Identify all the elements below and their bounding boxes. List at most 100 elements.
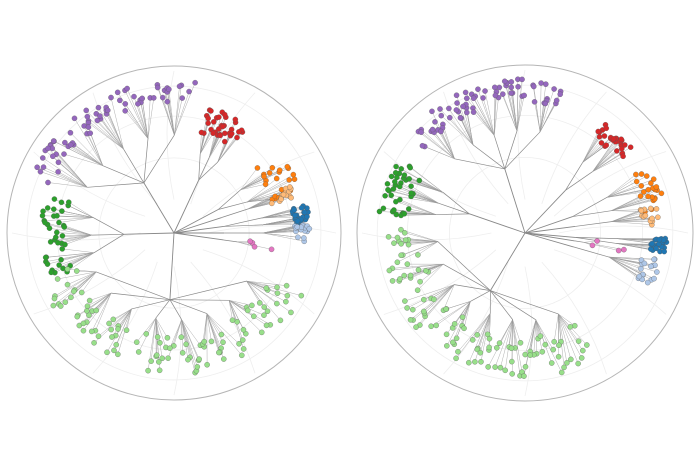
tree-edge (592, 139, 622, 172)
tree-edge (167, 91, 175, 136)
leaf-node (492, 92, 499, 99)
tree-edge (98, 308, 132, 337)
leaf-node (240, 337, 246, 343)
tree-edge (431, 131, 455, 159)
leaf-node (148, 358, 154, 364)
leaf-node (642, 212, 649, 219)
leaf-node (402, 298, 408, 304)
leaf-node (651, 256, 657, 263)
tree-edge (487, 313, 491, 335)
tree-edge (174, 98, 183, 136)
leaf-node (415, 252, 421, 258)
tree-edge (206, 313, 222, 335)
tree-edge (155, 317, 168, 338)
leaf-node (388, 173, 395, 180)
tree-branch (504, 131, 541, 170)
leaf-node (286, 177, 292, 183)
tree-edge (404, 284, 455, 302)
tree-edge (89, 292, 112, 301)
leaf-node (154, 334, 161, 340)
tree-edge (228, 300, 262, 333)
tree-edge (582, 131, 599, 163)
leaf-node (45, 145, 51, 152)
tree-edge (504, 81, 518, 132)
leaf-node (610, 136, 617, 142)
grid-arc (558, 225, 689, 234)
tree-edge (47, 182, 88, 188)
leaf-node (244, 307, 251, 314)
tree-branch (438, 202, 470, 215)
grid-arc (33, 249, 146, 315)
leaf-node (115, 326, 121, 332)
tree-branch (470, 290, 491, 302)
tree-edge (45, 252, 95, 262)
tree-edge (107, 110, 124, 150)
grid-arc (541, 91, 607, 205)
leaf-node (284, 163, 291, 170)
leaf-node (454, 100, 460, 106)
leaf-node (551, 86, 557, 92)
leaf-node (398, 166, 405, 172)
tree-edge (441, 115, 474, 145)
tree-edge (452, 301, 471, 343)
grid-arc (173, 266, 182, 396)
leaf-node (95, 104, 102, 111)
tree-edge (539, 84, 547, 132)
tree-branch (123, 232, 175, 235)
leaf-node (256, 300, 263, 306)
leaf-node (261, 173, 267, 180)
tree-edge (70, 132, 103, 166)
leaf-node (386, 267, 393, 274)
tree-edge (582, 135, 605, 163)
tree-edge (442, 127, 455, 159)
leaf-node (84, 308, 90, 314)
leaf-node (393, 163, 399, 170)
grid-arc (166, 70, 175, 200)
tree-edge (592, 156, 624, 172)
leaf-node (84, 303, 91, 309)
tree-edge (608, 256, 655, 260)
tree-edge (119, 100, 149, 139)
tree-edge (421, 132, 455, 159)
tree-edge (47, 224, 92, 236)
tree-edge (63, 225, 92, 236)
tree-edge (431, 301, 471, 327)
tree-edge (49, 228, 92, 236)
tree-edge (397, 241, 438, 263)
tree-edge (525, 319, 537, 355)
tree-branch (469, 213, 526, 234)
tree-edge (56, 232, 92, 236)
edges (37, 82, 310, 373)
leaf-node (398, 226, 404, 233)
leaf-node (509, 358, 515, 365)
leaf-node (294, 224, 301, 230)
tree-edge (474, 313, 491, 362)
leaf-node (276, 167, 283, 173)
tree-edge (173, 319, 182, 346)
leaf-node (393, 211, 400, 218)
leaf-node (429, 108, 435, 115)
leaf-node (228, 130, 235, 137)
leaf-node (470, 109, 477, 115)
leaf-node (451, 321, 458, 327)
leaf-node (595, 128, 601, 135)
leaf-node (58, 199, 65, 206)
leaf-node (522, 351, 528, 358)
leaf-node (433, 322, 439, 329)
leaf-node (240, 346, 247, 352)
leaf-node (210, 119, 217, 125)
tree-edge (415, 284, 455, 328)
leaf-node (453, 355, 459, 362)
tree-edge (395, 201, 436, 215)
leaf-node (561, 364, 567, 371)
leaf-node (62, 139, 68, 146)
tree-edge (228, 300, 233, 321)
leaf-node (56, 262, 62, 268)
tree-branch (454, 158, 505, 170)
leaf-node (538, 80, 544, 86)
leaf-node (192, 79, 198, 86)
leaf-node (622, 142, 628, 148)
leaf-node (60, 265, 66, 272)
tree-edge (392, 263, 444, 269)
tree-edge (582, 142, 602, 163)
